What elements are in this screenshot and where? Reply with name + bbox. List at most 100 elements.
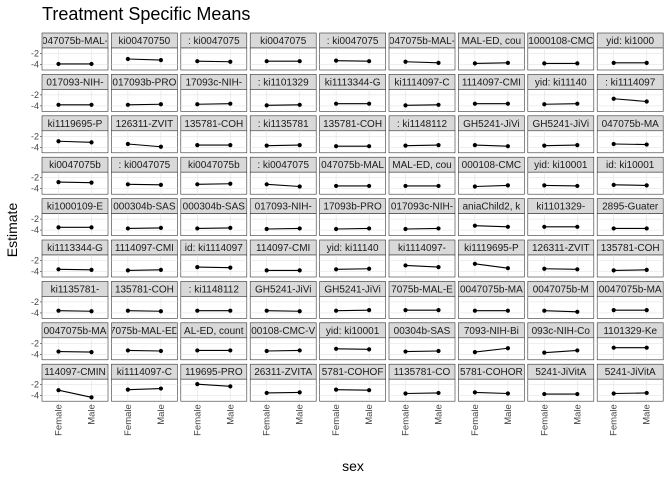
data-point: [56, 267, 61, 272]
facet-strip-label: 1114097-CMI: [115, 243, 174, 254]
facet-strip-label: 7075b-MAL-ED: [110, 326, 179, 337]
facet-strip-label: 0047075b-M: [533, 284, 589, 295]
facet-strip-label: : ki1148112: [397, 119, 448, 130]
facet-panel: 5781-COHOF: [319, 363, 386, 402]
facet-strip-label: 093c-NIH-Co: [532, 326, 591, 337]
data-point: [611, 391, 616, 396]
facet-panel: : ki1101329: [249, 74, 317, 112]
series-line: [197, 103, 231, 105]
facet-panel: ki1119695-P: [41, 115, 109, 154]
facet-panel: yid: ki11140: [527, 74, 595, 112]
facet-panel: 093c-NIH-Co: [527, 322, 595, 361]
panel-background: [41, 337, 109, 361]
facet-panel: 000304b-SAS: [111, 198, 178, 236]
data-point: [264, 268, 269, 273]
data-point: [575, 61, 580, 66]
data-point: [611, 141, 616, 147]
series-line: [127, 310, 161, 312]
data-point: [505, 308, 510, 313]
data-point: [644, 345, 649, 350]
data-point: [89, 309, 94, 314]
data-point: [125, 182, 130, 187]
y-tick-label: -4: [31, 349, 39, 359]
panel-background: [596, 378, 664, 402]
series-line: [544, 349, 578, 354]
data-point: [472, 350, 477, 355]
facet-panel: : ki1114097: [596, 74, 664, 112]
facet-strip-label: 114097-CMIN: [44, 367, 106, 378]
data-point: [228, 59, 233, 64]
data-point: [611, 268, 616, 273]
y-tick-label: -4: [31, 267, 39, 277]
data-point: [297, 143, 302, 148]
facet-strip-label: 126311-ZVIT: [532, 243, 590, 254]
panel-background: [319, 213, 386, 236]
series-line: [127, 269, 161, 271]
data-point: [505, 346, 510, 351]
data-point: [505, 266, 510, 271]
facet-strip-label: 126311-ZVIT: [116, 119, 174, 130]
data-point: [367, 388, 372, 393]
facet-strip-label: id: ki1114097: [185, 243, 243, 254]
data-point: [228, 265, 233, 270]
data-point: [436, 102, 441, 107]
facet-panel: ki1114097-C: [111, 363, 178, 402]
data-point: [56, 61, 61, 67]
facet-strip-label: yid: ki11140: [327, 243, 379, 254]
data-point: [228, 101, 233, 106]
panel-background: [388, 89, 456, 112]
panel-background: [319, 296, 386, 319]
series-line: [197, 227, 231, 229]
facet-panel: 135781-COH: [596, 239, 664, 278]
data-point: [158, 309, 163, 314]
data-point: [297, 309, 302, 314]
y-tick-label: -2: [31, 49, 39, 59]
facet-panel: 126311-ZVIT: [111, 115, 178, 154]
panel-background: [249, 296, 317, 319]
data-point: [334, 58, 339, 63]
series-line: [474, 225, 508, 228]
facet-strip-label: 0047075b-MA: [460, 284, 523, 295]
series-line: [58, 268, 92, 271]
data-point: [264, 390, 269, 396]
data-point: [89, 61, 94, 67]
panel-background: [388, 130, 456, 154]
facet-panel: 017093b-PRO: [111, 74, 178, 112]
panel-background: [180, 254, 248, 278]
facet-strip-label: ki1113344-G: [325, 77, 381, 88]
facet-strip-label: MAL-ED, cou: [462, 36, 521, 47]
facet-strip-label: 000108-CMC: [462, 160, 521, 171]
panel-background: [249, 378, 317, 402]
facet-panel: ki00470750: [111, 32, 178, 71]
facet-strip-label: ki0047075: [260, 36, 307, 47]
data-point: [575, 391, 580, 397]
facet-strip-label: 0047075b-MA: [44, 326, 107, 337]
x-tick-label: Male: [295, 404, 306, 425]
panel-background: [111, 130, 178, 154]
data-point: [575, 183, 580, 189]
facet-panel: GH5241-JiVi: [249, 281, 317, 319]
facet-panel: : ki1135781: [249, 115, 317, 154]
data-point: [297, 102, 302, 107]
panel-background: [527, 213, 595, 236]
facet-panel: ki1114097-: [388, 239, 456, 278]
facet-strip-label: 00304b-SAS: [394, 326, 451, 337]
facet-panel: 1000108-CMC: [527, 32, 595, 71]
panel-background: [388, 171, 456, 195]
data-point: [89, 180, 94, 185]
series-line: [544, 268, 578, 270]
facet-panel: ki1114097-C: [388, 74, 456, 112]
facet-panel: ki1119695-P: [458, 239, 525, 278]
facet-panel: 017093-NIH-: [41, 74, 109, 112]
data-point: [195, 226, 200, 231]
data-point: [125, 387, 130, 392]
x-tick-label: Female: [470, 404, 481, 436]
facet-panel: 047075b-MAL-: [388, 32, 456, 71]
facet-panel: : ki1148112: [388, 115, 456, 154]
facet-strip-label: 047075b-MA: [602, 119, 660, 130]
series-line: [58, 351, 92, 353]
y-tick-label: -2: [31, 214, 39, 224]
panel-background: [41, 47, 109, 71]
panel-background: [180, 47, 248, 71]
data-point: [367, 144, 372, 149]
